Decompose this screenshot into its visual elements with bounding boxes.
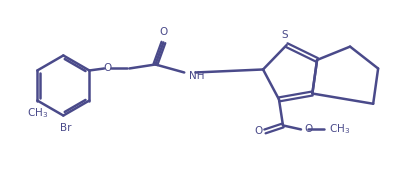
Text: O: O	[255, 127, 263, 136]
Text: CH$_3$: CH$_3$	[329, 122, 350, 136]
Text: O: O	[304, 124, 313, 134]
Text: NH: NH	[189, 71, 205, 82]
Text: Br: Br	[59, 123, 71, 133]
Text: S: S	[281, 30, 288, 40]
Text: O: O	[103, 64, 112, 74]
Text: O: O	[159, 27, 168, 37]
Text: CH$_3$: CH$_3$	[27, 107, 48, 120]
